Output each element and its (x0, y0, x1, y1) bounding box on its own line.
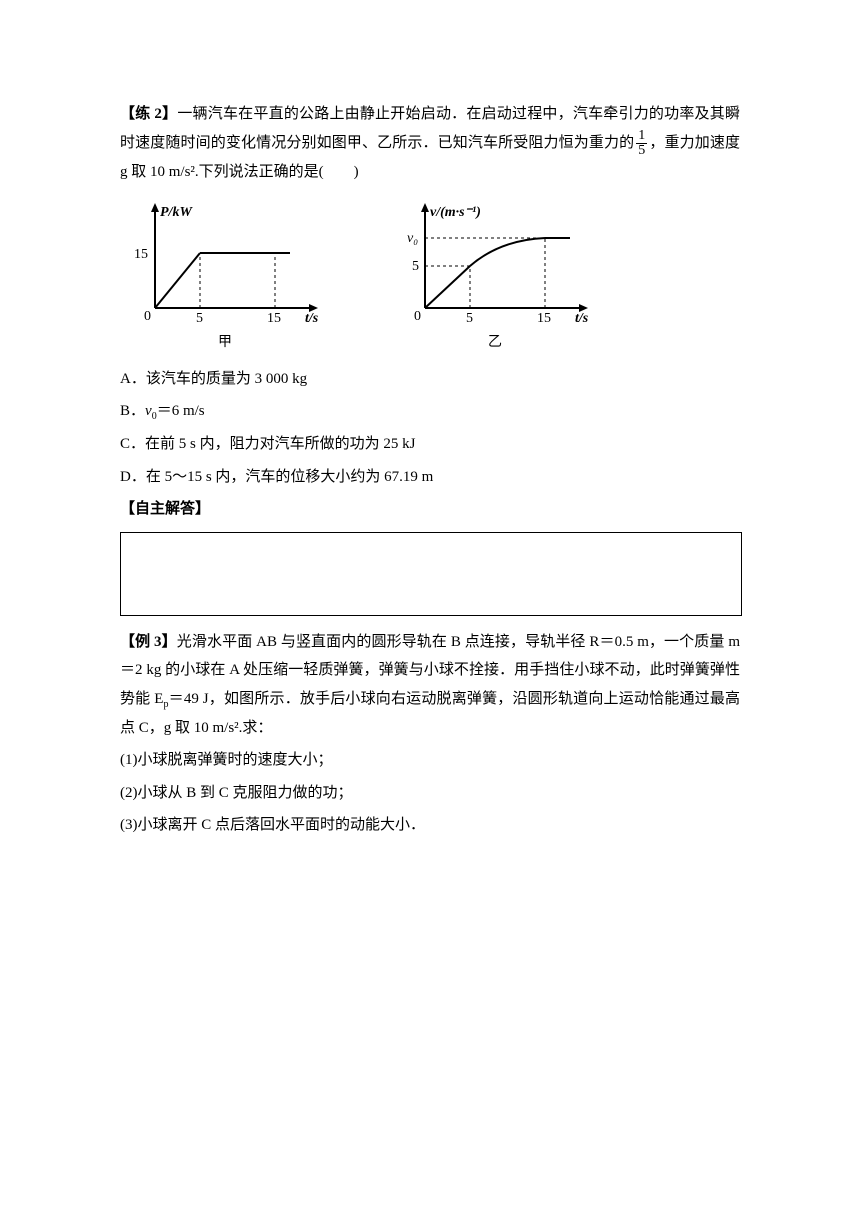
frac-num: 1 (636, 129, 647, 144)
y-label-r: v/(m·s⁻¹) (430, 205, 481, 220)
x-tick-15: 15 (267, 311, 281, 326)
x-tick-5: 5 (196, 311, 203, 326)
y-arrow-r (421, 203, 429, 212)
q2-stem: 【练 2】一辆汽车在平直的公路上由静止开始启动．在启动过程中，汽车牵引力的功率及… (120, 100, 740, 186)
y-tick-15: 15 (134, 247, 148, 262)
option-b-pre: B． (120, 403, 145, 419)
option-b: B．v0＝6 m/s (120, 397, 740, 426)
x-tick-15-r: 15 (537, 311, 551, 326)
chart-left-svg: P/kW 15 0 5 15 t/s (120, 198, 330, 328)
chart-left-caption: 甲 (218, 330, 232, 357)
origin: 0 (144, 309, 151, 324)
charts-row: P/kW 15 0 5 15 t/s 甲 (120, 198, 740, 357)
curve-r (470, 238, 545, 266)
q3-item1: (1)小球脱离弹簧时的速度大小； (120, 746, 740, 775)
x-label: t/s (305, 311, 319, 326)
y-arrow (151, 203, 159, 212)
line-rise (155, 253, 200, 308)
answer-title: 【自主解答】 (120, 495, 740, 524)
q2-label: 【练 2】 (120, 106, 177, 122)
y-tick-5: 5 (412, 259, 419, 274)
q3-text2: ＝49 J，如图所示．放手后小球向右运动脱离弹簧，沿圆形轨道向上运动恰能通过最高… (120, 691, 740, 736)
q3-stem: 【例 3】光滑水平面 AB 与竖直面内的圆形导轨在 B 点连接，导轨半径 R＝0… (120, 628, 740, 743)
q3-label: 【例 3】 (120, 634, 177, 650)
option-a: A．该汽车的质量为 3 000 kg (120, 365, 740, 394)
origin-r: 0 (414, 309, 421, 324)
y-tick-v0: v₀ (407, 231, 418, 246)
y-label: P/kW (160, 205, 193, 220)
option-d: D．在 5～15 s 内，汽车的位移大小约为 67.19 m (120, 463, 740, 492)
chart-left-wrap: P/kW 15 0 5 15 t/s 甲 (120, 198, 330, 357)
answer-box (120, 532, 742, 616)
x-label-r: t/s (575, 311, 589, 326)
option-c: C．在前 5 s 内，阻力对汽车所做的功为 25 kJ (120, 430, 740, 459)
chart-right-wrap: v/(m·s⁻¹) v₀ 5 0 5 15 t/s 乙 (390, 198, 600, 357)
chart-right-caption: 乙 (488, 330, 502, 357)
q3-item3: (3)小球离开 C 点后落回水平面时的动能大小． (120, 811, 740, 840)
x-tick-5-r: 5 (466, 311, 473, 326)
chart-right-svg: v/(m·s⁻¹) v₀ 5 0 5 15 t/s (390, 198, 600, 328)
q3-item2: (2)小球从 B 到 C 克服阻力做的功； (120, 779, 740, 808)
fraction: 15 (636, 129, 647, 158)
option-b-post: ＝6 m/s (157, 403, 205, 419)
option-b-var: v (145, 403, 152, 419)
frac-den: 5 (636, 144, 647, 158)
line-rise-r (425, 266, 470, 308)
